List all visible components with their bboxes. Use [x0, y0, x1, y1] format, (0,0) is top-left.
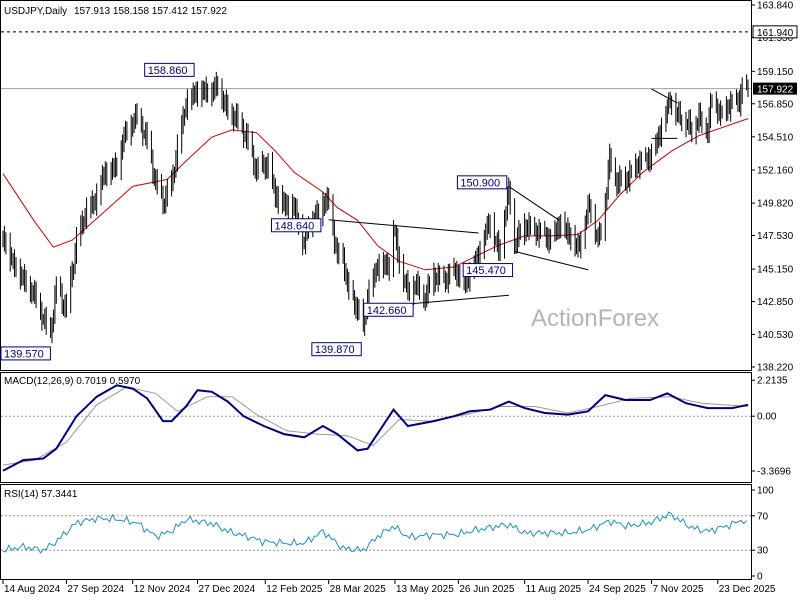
- price-tick-label-11: 138.220: [757, 363, 794, 374]
- rsi-tick-label-2: 30: [757, 546, 769, 557]
- macd-lines-layer: [1, 384, 751, 472]
- price-tick-label-7: 147.530: [757, 231, 794, 242]
- annotation-label-5: 150.900: [460, 177, 500, 189]
- dashed-level-label: 161.940: [757, 28, 794, 39]
- time-tick-label-6: 13 May 2025: [396, 584, 454, 595]
- moving-average-line: [2, 118, 749, 271]
- annotation-label-6: 145.470: [466, 265, 506, 277]
- rsi-panel: RSI(14) 57.3441 100 70 30 0: [0, 484, 774, 583]
- price-tick-label-3: 156.850: [757, 99, 794, 110]
- rsi-tick-label-1: 70: [757, 511, 769, 522]
- rsi-axis: 100 70 30 0: [752, 486, 774, 583]
- macd-line: [2, 384, 749, 472]
- macd-signal-line: [2, 386, 749, 466]
- annotation-box-0: [144, 62, 195, 77]
- time-tick-label-1: 27 Sep 2024: [67, 584, 124, 595]
- annotation-label-0: 158.860: [148, 65, 188, 77]
- time-tick-label-8: 11 Aug 2025: [526, 584, 582, 595]
- price-panel: ActionForex 158.860 139.570 148.640 139.870…: [0, 0, 798, 374]
- price-reference-lines: [1, 31, 751, 90]
- price-tick-label-2: 159.150: [757, 67, 794, 78]
- time-tick-label-2: 12 Nov 2024: [134, 584, 191, 595]
- annotation-label-1: 139.570: [4, 348, 44, 360]
- price-tick-label-0: 163.840: [757, 1, 794, 12]
- macd-tick-label-2: -3.3696: [757, 467, 791, 478]
- trendline-4: [651, 88, 678, 104]
- price-tick-label-6: 149.820: [757, 199, 794, 210]
- macd-panel-frame: [0, 372, 752, 483]
- rsi-line-layer: [1, 511, 751, 554]
- rsi-tick-label-0: 100: [757, 486, 774, 497]
- current-price-label: 157.922: [757, 85, 794, 96]
- macd-panel: MACD(12,26,9) 0.7019 0.5970 2.2135 0.00 -3…: [0, 372, 791, 483]
- annotation-label-4: 142.660: [367, 305, 407, 317]
- price-tick-label-9: 142.850: [757, 297, 794, 308]
- time-axis: 14 Aug 2024 27 Sep 2024 12 Nov 2024 27 Dec …: [2, 580, 776, 595]
- time-tick-label-5: 28 Mar 2025: [330, 584, 387, 595]
- rsi-panel-frame: [0, 484, 752, 580]
- annotation-label-2: 148.640: [275, 220, 315, 232]
- price-axis: 163.840 161.550 159.150 156.850 154.510 152.1…: [752, 1, 798, 374]
- price-tick-label-10: 140.530: [757, 330, 794, 341]
- annotation-box-3: [311, 342, 362, 357]
- rsi-header: RSI(14) 57.3441: [4, 489, 78, 500]
- macd-header: MACD(12,26,9) 0.7019 0.5970: [4, 376, 141, 387]
- annotation-box-5: [456, 175, 508, 190]
- macd-axis: 2.2135 0.00 -3.3696: [752, 376, 791, 478]
- annotation-box-6: [462, 263, 514, 278]
- dashed-level-tag: [752, 25, 798, 39]
- price-tick-label-8: 145.150: [757, 265, 794, 276]
- price-tick-label-4: 154.510: [757, 132, 794, 143]
- rsi-line: [2, 511, 747, 554]
- trendline-0: [328, 219, 479, 234]
- price-annotations-layer: 158.860 139.570 148.640 139.870 142.660 150.9…: [0, 62, 514, 361]
- time-tick-label-0: 14 Aug 2024: [4, 584, 61, 595]
- moving-average-layer: [2, 118, 749, 271]
- price-panel-frame: [0, 0, 752, 371]
- rsi-tick-label-3: 0: [757, 572, 763, 583]
- annotation-label-3: 139.870: [315, 344, 355, 356]
- annotation-box-4: [363, 302, 414, 317]
- macd-tick-label-0: 2.2135: [757, 376, 788, 387]
- time-tick-label-11: 23 Dec 2025: [719, 584, 776, 595]
- current-price-tag: [753, 82, 797, 95]
- candles-layer: [2, 71, 749, 344]
- time-tick-label-4: 12 Feb 2025: [266, 584, 323, 595]
- price-tick-label-1: 161.550: [757, 33, 794, 44]
- time-tick-label-3: 27 Dec 2024: [199, 584, 256, 595]
- time-tick-label-9: 24 Sep 2025: [589, 584, 646, 595]
- time-tick-label-7: 26 Jun 2025: [459, 584, 514, 595]
- trendlines-layer: [328, 88, 678, 309]
- ohlc-values: 157.913 158.158 157.412 157.922: [74, 6, 227, 17]
- watermark: ActionForex: [531, 305, 659, 332]
- trendline-2: [508, 186, 560, 221]
- price-panel-header: USDJPY,Daily 157.913 158.158 157.412 157…: [4, 6, 227, 17]
- time-tick-label-10: 7 Nov 2025: [652, 584, 704, 595]
- price-tick-label-5: 152.160: [757, 166, 794, 177]
- annotation-box-2: [271, 218, 322, 233]
- trendline-3: [514, 250, 589, 271]
- macd-tick-label-1: 0.00: [757, 412, 777, 423]
- annotation-box-1: [0, 346, 51, 361]
- symbol-label: USDJPY,Daily: [4, 6, 67, 17]
